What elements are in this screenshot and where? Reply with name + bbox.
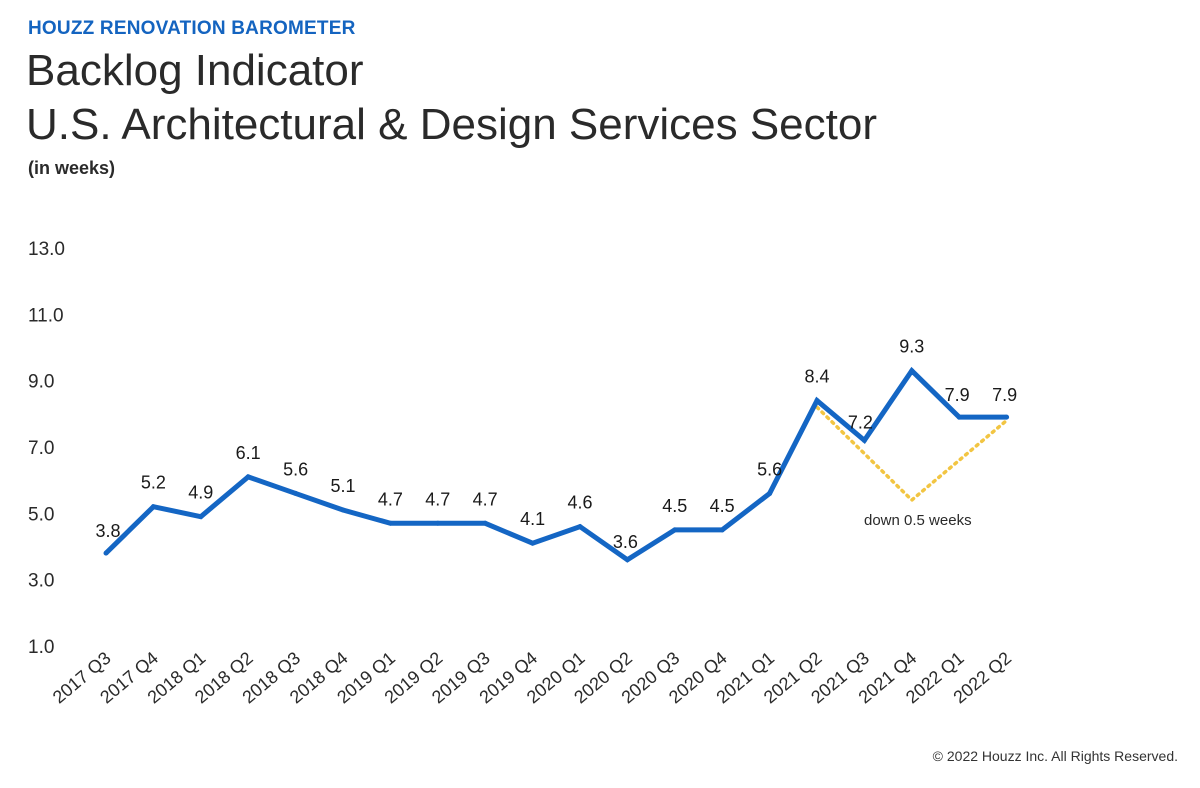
annotation-group: down 0.5 weeks (815, 405, 1009, 529)
data-label: 4.7 (425, 489, 450, 509)
chart-title-line1: Backlog Indicator (26, 46, 364, 95)
data-labels-group: 3.8 5.2 4.9 6.1 5.6 5.1 4.7 4.7 4.7 4.1 4.6 3.6 4.5 4… (95, 337, 1017, 552)
y-tick-label: 13.0 (28, 239, 65, 260)
data-point (245, 474, 251, 480)
data-label: 5.1 (330, 476, 355, 496)
data-label: 7.2 (848, 412, 873, 432)
y-tick-label: 9.0 (28, 372, 54, 393)
chart-title: Backlog Indicator U.S. Architectural & D… (26, 44, 877, 152)
data-point (435, 520, 441, 526)
data-label: 4.1 (520, 509, 545, 529)
copyright-notice: © 2022 Houzz Inc. All Rights Reserved. (932, 748, 1178, 764)
data-label: 5.6 (283, 459, 308, 479)
data-point (150, 504, 156, 510)
series-line (104, 366, 1007, 563)
data-label: 4.9 (188, 483, 213, 503)
chart-title-line2: U.S. Architectural & Design Services Sec… (26, 100, 877, 149)
y-tick-label: 7.0 (28, 438, 54, 459)
y-tick-label: 1.0 (28, 637, 54, 658)
y-axis: 13.0 11.0 9.0 7.0 5.0 3.0 1.0 (28, 239, 65, 658)
data-point (198, 514, 204, 520)
annotation-dotted-line (815, 405, 1009, 503)
data-point (577, 524, 583, 530)
data-label: 4.7 (473, 489, 498, 509)
data-label: 4.7 (378, 489, 403, 509)
annotation-label: down 0.5 weeks (864, 512, 972, 529)
data-point (767, 490, 773, 496)
data-label: 3.8 (95, 521, 120, 541)
data-point (293, 490, 299, 496)
data-point (340, 507, 346, 513)
data-point (814, 398, 820, 404)
data-label: 5.2 (141, 473, 166, 493)
data-point (719, 527, 725, 533)
chart-kicker: HOUZZ RENOVATION BAROMETER (28, 18, 356, 39)
data-label: 8.4 (804, 367, 829, 387)
data-label: 6.1 (236, 443, 261, 463)
data-label: 4.5 (710, 496, 735, 516)
data-point (956, 414, 962, 420)
data-point (482, 520, 488, 526)
data-point (624, 557, 630, 563)
data-label: 5.6 (757, 459, 782, 479)
data-point (909, 368, 915, 374)
data-label: 4.6 (567, 493, 592, 513)
data-label: 7.9 (945, 385, 970, 405)
data-point (861, 437, 867, 443)
data-label: 9.3 (899, 337, 924, 357)
y-tick-label: 3.0 (28, 571, 54, 592)
y-tick-label: 11.0 (28, 305, 64, 326)
data-point (1004, 414, 1010, 420)
y-tick-label: 5.0 (28, 504, 54, 525)
data-label: 3.6 (613, 532, 638, 552)
data-point (672, 527, 678, 533)
data-point (530, 540, 536, 546)
data-point (103, 550, 109, 556)
series-group (103, 366, 1010, 563)
chart-subtitle: (in weeks) (28, 158, 116, 178)
data-label: 4.5 (662, 496, 687, 516)
data-label: 7.9 (992, 385, 1017, 405)
data-point (387, 520, 393, 526)
